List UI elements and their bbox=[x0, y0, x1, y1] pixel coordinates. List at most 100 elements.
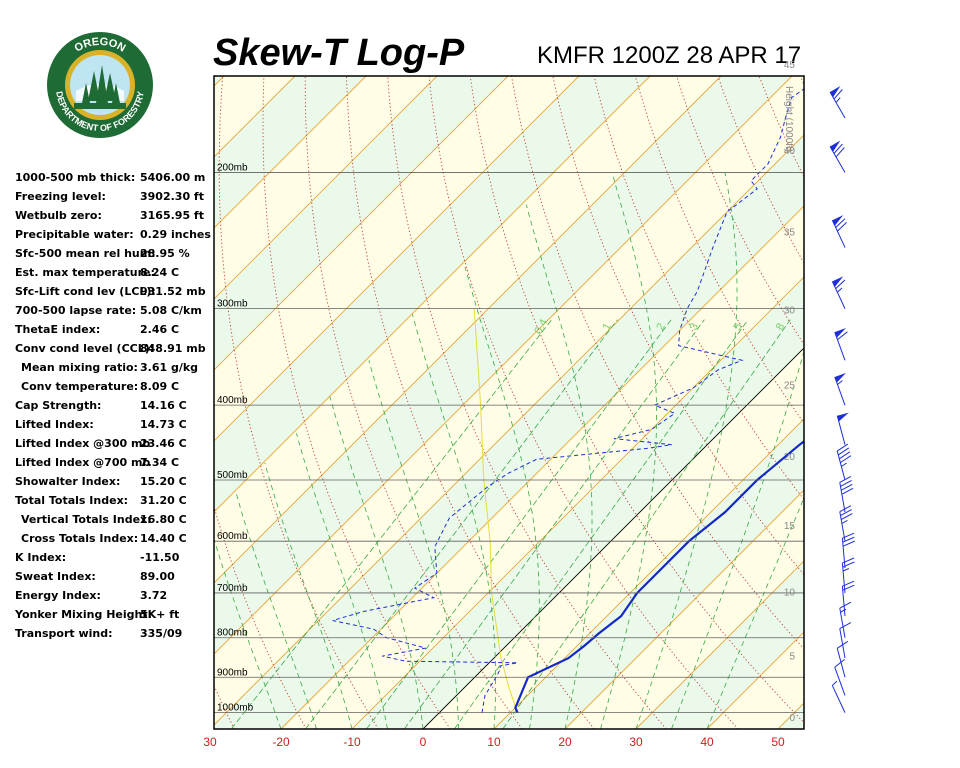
stat-value: 848.91 mb bbox=[140, 342, 206, 355]
wind-barb-staff bbox=[841, 538, 846, 569]
dry-adiabat bbox=[883, 76, 960, 729]
dry-adiabat bbox=[77, 76, 162, 729]
station-time-label: KMFR 1200Z 28 APR 17 bbox=[537, 42, 802, 69]
stat-label: Conv temperature: bbox=[21, 380, 139, 393]
wind-barb bbox=[836, 443, 852, 481]
moist-adiabat bbox=[412, 314, 496, 729]
wind-barb-flag bbox=[835, 218, 846, 228]
oregon-forestry-logo: OREGON DEPARTMENT OF FORESTRY bbox=[46, 31, 154, 139]
isotherm-line bbox=[777, 702, 804, 729]
stat-label: ThetaE index: bbox=[15, 323, 101, 336]
stat-row: Energy Index: 3.72 bbox=[15, 586, 215, 605]
wind-barb-flag bbox=[840, 479, 852, 487]
isotherm-line bbox=[214, 76, 722, 584]
dry-adiabat bbox=[842, 76, 960, 729]
temperature-trace bbox=[514, 439, 804, 714]
isotherm-line bbox=[849, 76, 960, 729]
isotherm-line bbox=[214, 76, 509, 371]
stat-row: Est. max temperature: 8.24 C bbox=[15, 263, 215, 282]
stat-label: Wetbulb zero: bbox=[15, 209, 102, 222]
stat-row: Sweat Index: 89.00 bbox=[15, 567, 215, 586]
pressure-label: 400mb bbox=[217, 395, 248, 406]
wind-barb-staff bbox=[839, 511, 846, 542]
moist-adiabat bbox=[600, 172, 657, 729]
wind-barb bbox=[839, 601, 852, 638]
pressure-label: 600mb bbox=[217, 531, 248, 542]
wind-barb-flag bbox=[837, 447, 850, 456]
stat-row: Lifted Index @300 mb 23.46 C bbox=[15, 434, 215, 453]
wind-barb-flag bbox=[840, 455, 852, 464]
stat-label: Cap Strength: bbox=[15, 399, 102, 412]
wind-barb-flag bbox=[837, 331, 848, 341]
pressure-label: 1000mb bbox=[217, 703, 254, 714]
isotherm-line bbox=[214, 76, 793, 655]
temperature-tick-label: 0 bbox=[420, 735, 427, 749]
wind-barb-flag bbox=[834, 658, 845, 668]
wind-barb bbox=[831, 680, 846, 713]
wind-barb-flag bbox=[842, 536, 855, 543]
stat-value: 89.00 bbox=[140, 570, 175, 583]
stat-label: Transport wind: bbox=[15, 627, 113, 640]
stat-label: 1000-500 mb thick: bbox=[15, 171, 136, 184]
temperature-tick-label: 10 bbox=[487, 735, 501, 749]
isotherm-line bbox=[214, 134, 804, 726]
isotherm-line bbox=[214, 76, 580, 442]
isotherm-line bbox=[635, 560, 804, 729]
stat-row: Yonker Mixing Height: 5K+ ft bbox=[15, 605, 215, 624]
zero-isotherm bbox=[422, 347, 804, 729]
stat-value: 3165.95 ft bbox=[140, 209, 204, 222]
stat-value: 3.61 g/kg bbox=[140, 361, 199, 374]
wind-barb bbox=[834, 658, 846, 696]
wind-barb-flag bbox=[839, 505, 852, 513]
stat-label: Showalter Index: bbox=[15, 475, 121, 488]
wind-barb bbox=[839, 622, 852, 659]
stat-label: 700-500 lapse rate: bbox=[15, 304, 137, 317]
plot-area bbox=[0, 76, 960, 729]
wind-barb-pennant bbox=[830, 140, 841, 152]
pressure-label: 200mb bbox=[217, 163, 248, 174]
stat-value: 335/09 bbox=[140, 627, 183, 640]
height-tick-label: 30 bbox=[784, 306, 796, 317]
stat-row: Freezing level: 3902.30 ft bbox=[15, 187, 215, 206]
wind-barb-staff bbox=[836, 450, 846, 481]
stat-label: Lifted Index @300 mb bbox=[15, 437, 151, 450]
wind-barb-flag bbox=[833, 89, 843, 100]
wind-barb-flag bbox=[841, 487, 854, 495]
wind-barb-staff bbox=[834, 667, 846, 696]
stat-label: Total Totals Index: bbox=[15, 494, 129, 507]
stat-label: Energy Index: bbox=[15, 589, 101, 602]
wind-barb-flag bbox=[839, 451, 851, 460]
wind-barb-staff bbox=[839, 608, 846, 638]
dewpoint-trace bbox=[332, 88, 804, 713]
isotherm-band bbox=[214, 76, 224, 86]
stat-row: Transport wind: 335/09 bbox=[15, 624, 215, 643]
mixing-ratio-line bbox=[366, 319, 672, 729]
stat-value: 31.20 C bbox=[140, 494, 187, 507]
wind-barb-staff bbox=[836, 648, 846, 678]
stat-row: Precipitable water: 0.29 inches bbox=[15, 225, 215, 244]
wind-barb-staff bbox=[839, 628, 846, 659]
moist-adiabat bbox=[214, 537, 282, 729]
height-tick-label: 20 bbox=[784, 452, 796, 463]
isotherm-line bbox=[214, 76, 651, 513]
temperature-tick-label: 30 bbox=[629, 735, 643, 749]
wind-barb-flag bbox=[840, 513, 853, 520]
stat-label: Yonker Mixing Height: bbox=[15, 608, 152, 621]
stat-label: Sfc-Lift cond lev (LCL): bbox=[15, 285, 156, 298]
isotherm-line bbox=[0, 76, 153, 729]
wind-barb-pennant bbox=[832, 215, 844, 226]
wind-barb-pennant bbox=[830, 86, 841, 98]
wind-barb-flag bbox=[842, 540, 855, 547]
stat-value: 0.29 inches bbox=[140, 228, 211, 241]
stat-row: K Index: -11.50 bbox=[15, 548, 215, 567]
height-axis-label: Height (1000ft) bbox=[783, 86, 794, 152]
height-tick-label: 40 bbox=[784, 146, 796, 157]
wind-barb-staff bbox=[841, 586, 846, 617]
pressure-label: 700mb bbox=[217, 583, 248, 594]
moist-adiabat bbox=[635, 172, 738, 729]
height-tick-label: 25 bbox=[784, 380, 796, 391]
wind-barb-pennant bbox=[834, 328, 847, 338]
mixing-ratio-label: 8 bbox=[774, 321, 787, 332]
stat-label: Cross Totals Index: bbox=[21, 532, 139, 545]
